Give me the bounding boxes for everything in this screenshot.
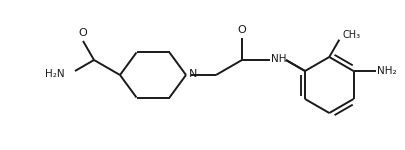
- Text: N: N: [189, 69, 197, 79]
- Text: O: O: [79, 28, 87, 38]
- Text: NH: NH: [271, 54, 287, 64]
- Text: O: O: [238, 25, 246, 35]
- Text: CH₃: CH₃: [342, 30, 360, 40]
- Text: NH₂: NH₂: [377, 66, 396, 76]
- Text: H₂N: H₂N: [45, 69, 65, 79]
